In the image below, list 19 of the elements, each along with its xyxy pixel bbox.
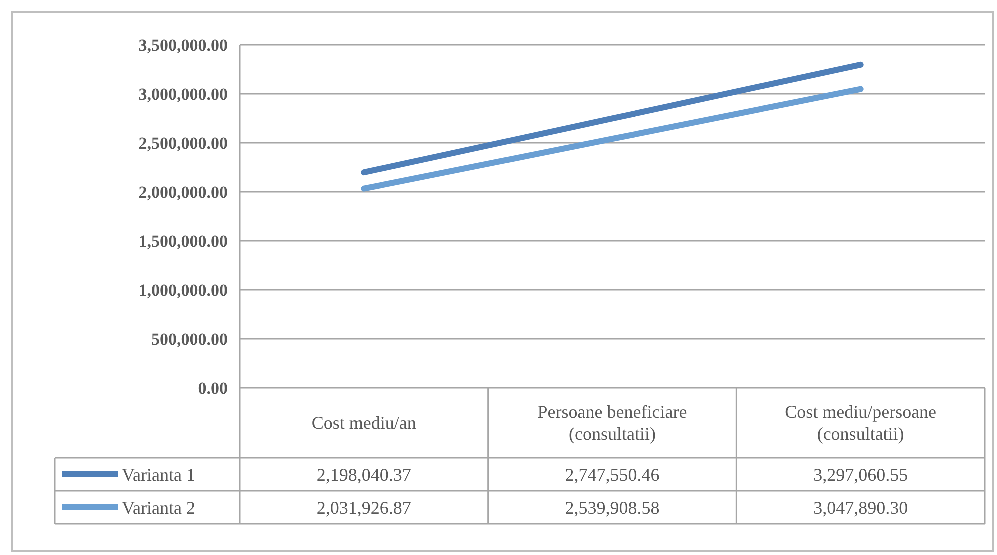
data-label: 3,297,060.55 [814,464,908,485]
y-tick-label: 2,500,000.00 [138,134,228,153]
legend-label: Varianta 1 [122,464,196,485]
x-tick-label: Persoane beneficiare (consultatii) [538,402,688,444]
data-label: 2,198,040.37 [316,464,412,485]
y-tick-label: 1,500,000.00 [138,232,228,251]
y-tick-label: 500,000.00 [152,330,228,349]
data-label: 2,539,908.58 [565,498,660,518]
y-tick-label: 1,000,000.00 [138,280,228,300]
x-tick-label: Cost mediu/persoane (consultatii) [785,402,937,444]
legend-label: Varianta 2 [122,498,196,518]
y-tick-label: 0.00 [198,378,228,398]
data-label: 2,747,550.46 [565,464,660,485]
y-tick-label: 3,000,000.00 [138,84,228,104]
data-label: 3,047,890.30 [814,498,908,518]
y-tick-label: 3,500,000.00 [138,36,228,55]
y-tick-label: 2,000,000.00 [138,182,228,202]
x-tick-label: Cost mediu/an [312,413,416,433]
data-label: 2,031,926.87 [316,498,412,518]
